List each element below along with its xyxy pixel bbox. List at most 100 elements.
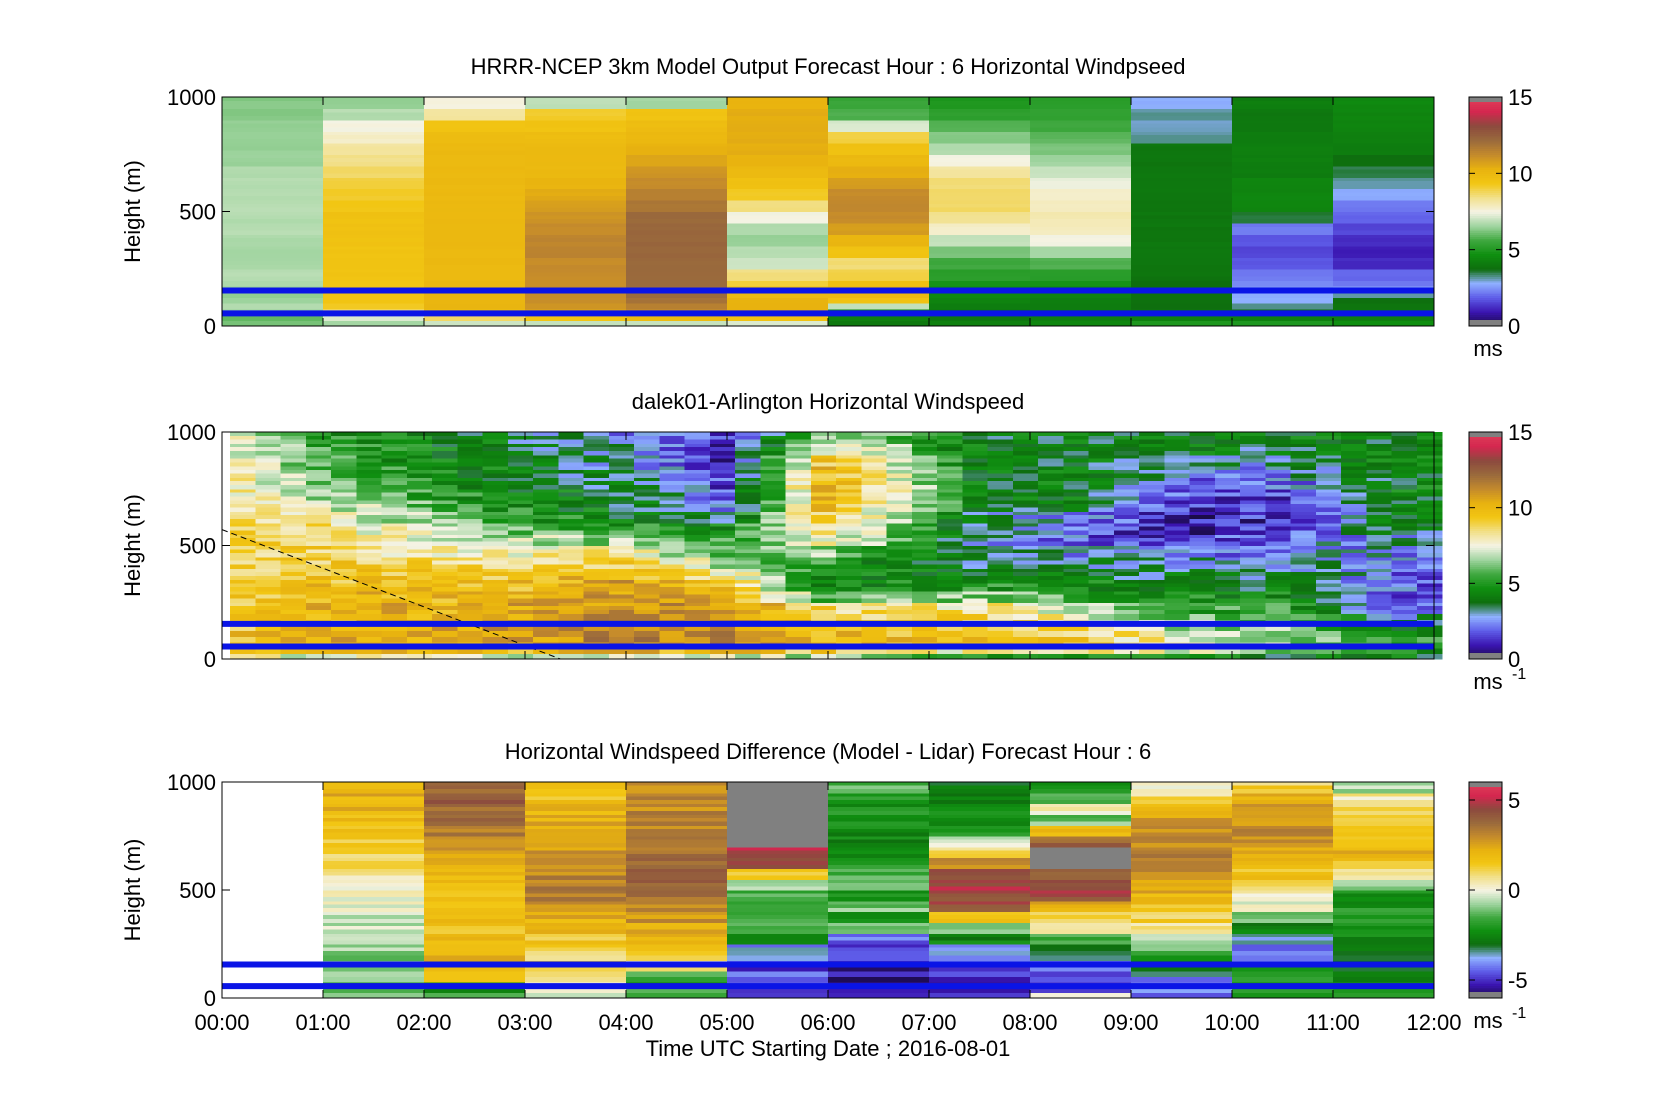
- heatmap-cell: [987, 496, 1014, 501]
- heatmap-cell: [1341, 579, 1367, 584]
- heatmap-cell: [1232, 782, 1334, 787]
- heatmap-cell: [810, 636, 837, 643]
- heatmap-cell: [230, 590, 256, 596]
- heatmap-cell: [1391, 511, 1418, 516]
- heatmap-cell: [828, 792, 930, 797]
- heatmap-cell: [323, 814, 425, 819]
- heatmap-cell: [1164, 481, 1191, 486]
- heatmap-cell: [280, 439, 307, 444]
- heatmap-cell: [828, 944, 930, 949]
- heatmap-cell: [626, 219, 728, 224]
- heatmap-cell: [626, 785, 728, 790]
- heatmap-cell: [911, 613, 938, 620]
- heatmap-cell: [280, 560, 307, 566]
- heatmap-cell: [1131, 169, 1233, 174]
- heatmap-cell: [828, 268, 930, 274]
- heatmap-cell: [937, 484, 963, 490]
- heatmap-cell: [356, 515, 383, 520]
- heatmap-cell: [222, 100, 324, 106]
- heatmap-cell: [1088, 522, 1115, 528]
- heatmap-cell: [929, 177, 1031, 182]
- heatmap-cell: [659, 469, 686, 475]
- heatmap-cell: [1030, 238, 1132, 243]
- heatmap-cell: [1240, 609, 1266, 615]
- heatmap-cell: [861, 522, 888, 528]
- heatmap-cell: [558, 609, 585, 615]
- colorbar-segment: [1469, 911, 1502, 914]
- heatmap-cell: [1063, 496, 1090, 501]
- heatmap-cell: [1366, 602, 1393, 607]
- heatmap-cell: [1139, 579, 1165, 584]
- heatmap-cell: [929, 839, 1031, 844]
- heatmap-cell: [828, 180, 930, 186]
- heatmap-cell: [1290, 549, 1317, 554]
- heatmap-cell: [911, 458, 938, 463]
- heatmap-cell: [525, 875, 627, 880]
- heatmap-cell: [684, 630, 711, 637]
- heatmap-cell: [323, 810, 425, 815]
- heatmap-cell: [1341, 511, 1367, 516]
- heatmap-cell: [727, 832, 829, 837]
- heatmap-cell: [1030, 108, 1132, 113]
- heatmap-cell: [331, 492, 357, 497]
- heatmap-cell: [1341, 435, 1367, 441]
- heatmap-cell: [583, 549, 610, 554]
- heatmap-cell: [1240, 477, 1266, 482]
- heatmap-cell: [305, 481, 332, 486]
- heatmap-cell: [457, 447, 484, 452]
- heatmap-cell: [1341, 522, 1367, 528]
- heatmap-cell: [1315, 598, 1342, 603]
- heatmap-cell: [1240, 624, 1266, 632]
- heatmap-cell: [457, 587, 484, 592]
- heatmap-cell: [785, 481, 812, 486]
- colorbar-segment: [1469, 789, 1502, 792]
- heatmap-cell: [735, 606, 761, 611]
- heatmap-cell: [1189, 484, 1216, 490]
- heatmap-cell: [1113, 511, 1140, 516]
- heatmap-cell: [626, 926, 728, 931]
- heatmap-cell: [760, 443, 787, 448]
- heatmap-cell: [911, 594, 938, 600]
- heatmap-cell: [331, 522, 357, 528]
- colorbar-overflow: [1469, 97, 1502, 102]
- heatmap-cell: [1038, 473, 1064, 478]
- heatmap-cell: [1232, 154, 1334, 159]
- heatmap-cell: [1333, 987, 1435, 994]
- heatmap-cell: [1214, 462, 1241, 467]
- heatmap-cell: [432, 598, 458, 603]
- heatmap-cell: [987, 564, 1014, 569]
- colorbar-segment: [1469, 902, 1502, 905]
- heatmap-cell: [659, 526, 686, 531]
- heatmap-cell: [525, 814, 627, 819]
- colorbar-segment: [1469, 863, 1502, 866]
- heatmap-cell: [626, 222, 728, 228]
- heatmap-cell: [626, 253, 728, 258]
- colorbar-segment: [1469, 554, 1502, 558]
- heatmap-cell: [1290, 432, 1317, 437]
- heatmap-cell: [1240, 564, 1266, 569]
- colorbar-segment: [1469, 135, 1502, 138]
- heatmap-cell: [1333, 918, 1435, 923]
- colorbar-segment: [1469, 839, 1502, 842]
- heatmap-cell: [1232, 828, 1334, 833]
- heatmap-cell: [323, 792, 425, 797]
- heatmap-cell: [533, 553, 559, 558]
- heatmap-cell: [1333, 872, 1435, 877]
- heatmap-cell: [1366, 545, 1393, 550]
- heatmap-cell: [1341, 534, 1367, 539]
- heatmap-cell: [1315, 522, 1342, 528]
- heatmap-cell: [760, 496, 787, 501]
- heatmap-cell: [987, 545, 1014, 550]
- heatmap-cell: [727, 875, 829, 880]
- heatmap-cell: [406, 443, 433, 448]
- heatmap-cell: [911, 522, 938, 528]
- colorbar-segment: [1469, 310, 1502, 314]
- heatmap-cell: [828, 857, 930, 862]
- heatmap-cell: [533, 454, 559, 460]
- heatmap-cell: [1416, 606, 1443, 611]
- heatmap-cell: [331, 545, 357, 550]
- heatmap-cell: [861, 534, 888, 539]
- heatmap-cell: [323, 868, 425, 873]
- heatmap-cell: [634, 462, 660, 467]
- heatmap-cell: [886, 571, 913, 577]
